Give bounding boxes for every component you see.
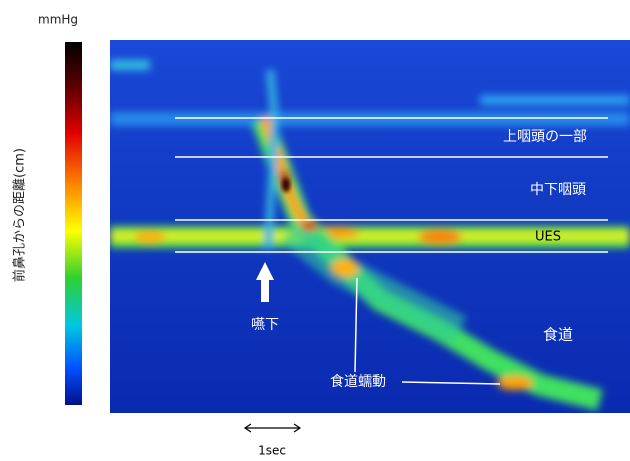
annotation: 上咽頭の一部 bbox=[503, 129, 587, 145]
time-scale-label: 1sec bbox=[258, 444, 286, 458]
figure: mmHg 前鼻孔からの距離(cm) bbox=[0, 0, 630, 461]
annotation: 嚥下 bbox=[251, 317, 279, 333]
annotation: UES bbox=[535, 230, 561, 245]
annotation: 食道 bbox=[543, 326, 573, 344]
manometry-figure: mmHg 前鼻孔からの距離(cm) bbox=[0, 0, 630, 461]
annotation: 中下咽頭 bbox=[530, 182, 586, 198]
color-bar bbox=[65, 42, 82, 405]
heatmap bbox=[110, 40, 630, 413]
annotation: 食道蠕動 bbox=[330, 373, 386, 390]
y-axis-label: 前鼻孔からの距離(cm) bbox=[12, 148, 28, 282]
unit-label: mmHg bbox=[38, 13, 78, 27]
time-scale-arrow bbox=[245, 424, 300, 432]
